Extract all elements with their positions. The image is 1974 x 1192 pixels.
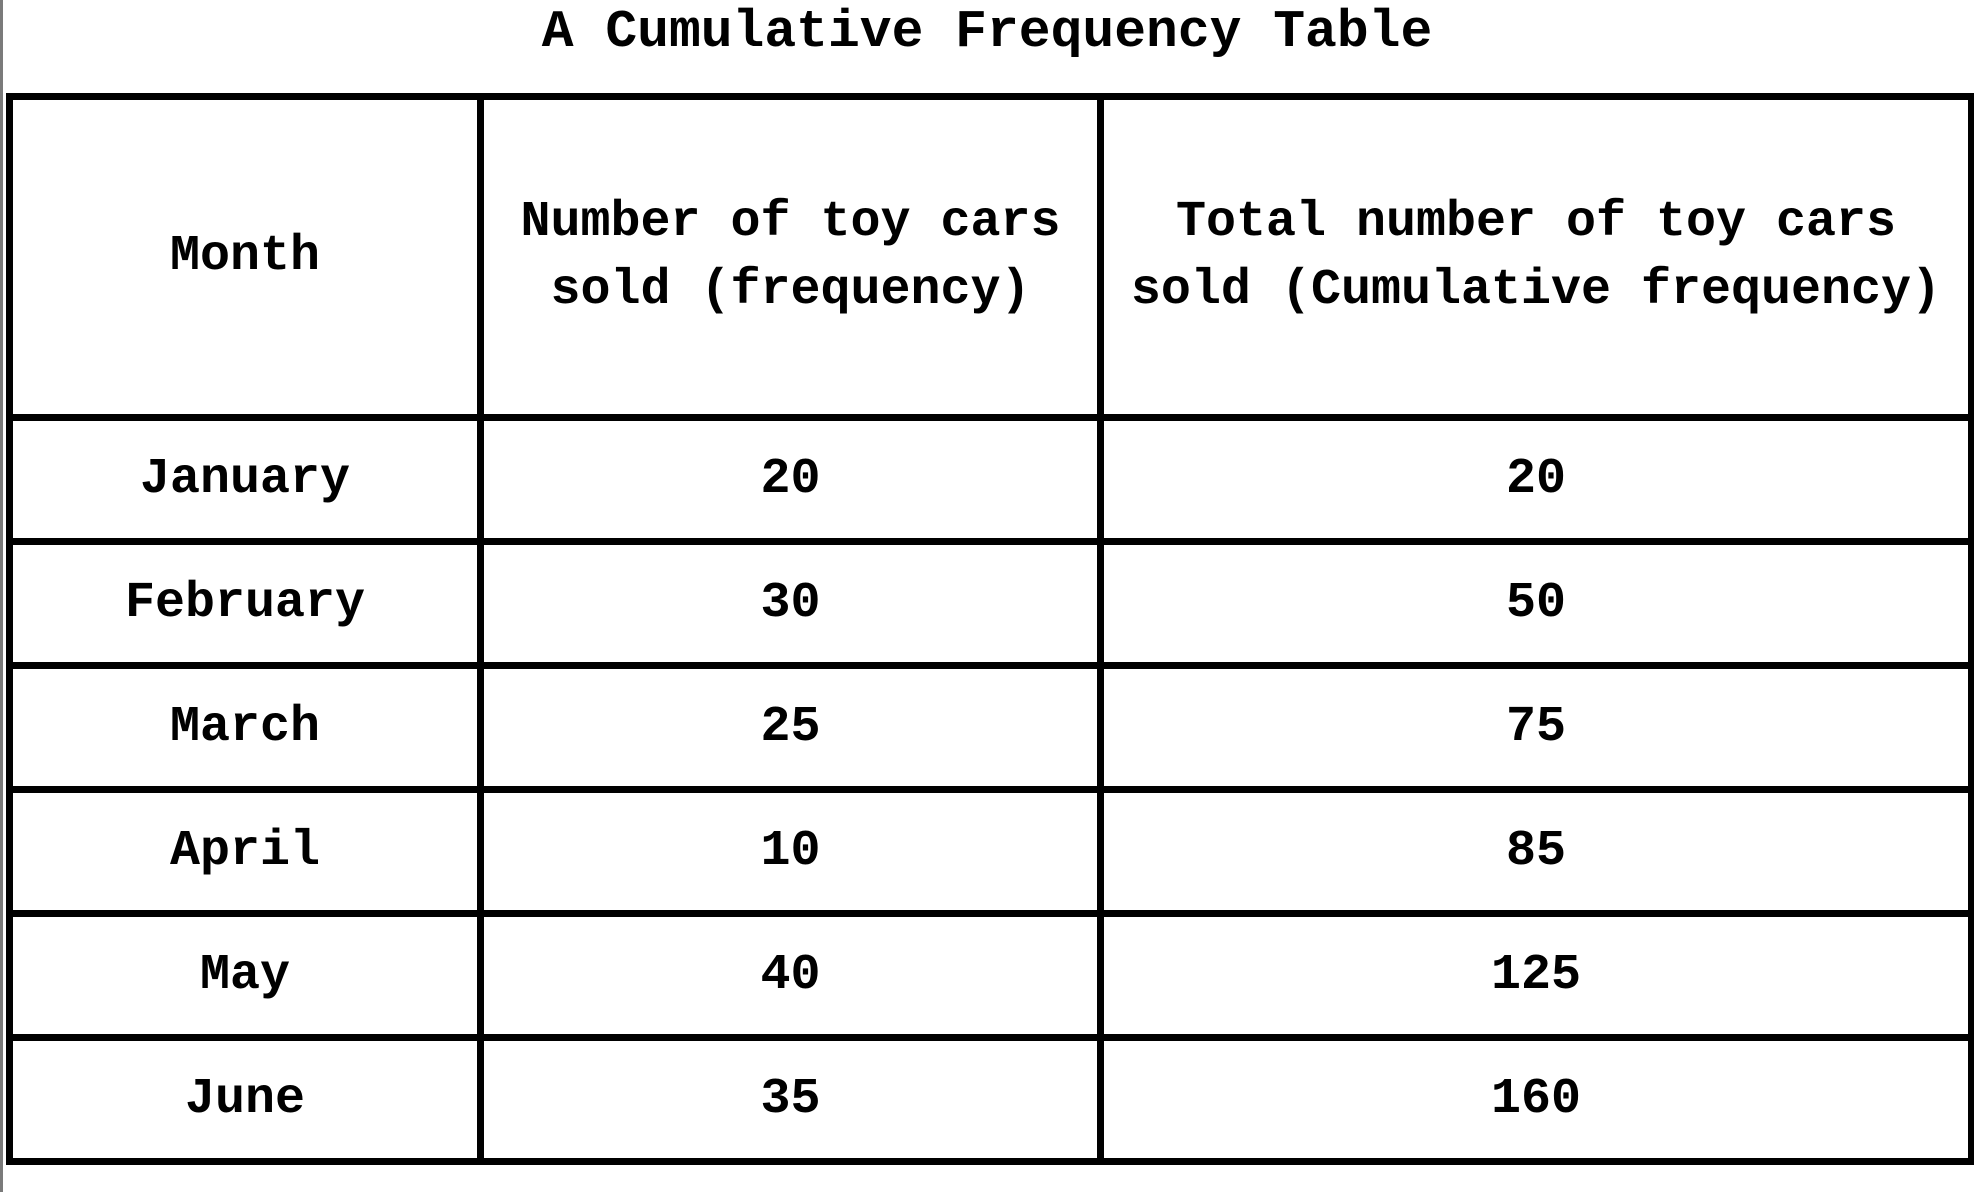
month-cell: April — [6, 786, 484, 917]
table-row: January 20 20 — [6, 414, 1974, 545]
month-cell: May — [6, 910, 484, 1041]
table-row: June 35 160 — [6, 1034, 1974, 1165]
cumulative-frequency-cell: 75 — [1097, 662, 1974, 793]
frequency-cell: 30 — [477, 538, 1104, 669]
month-cell: March — [6, 662, 484, 793]
cumulative-frequency-cell: 50 — [1097, 538, 1974, 669]
header-frequency: Number of toy cars sold (frequency) — [477, 93, 1104, 421]
table-row: February 30 50 — [6, 538, 1974, 669]
cumulative-frequency-cell: 85 — [1097, 786, 1974, 917]
table-header-row: Month Number of toy cars sold (frequency… — [6, 93, 1974, 421]
frequency-cell: 35 — [477, 1034, 1104, 1165]
left-border — [0, 0, 3, 1192]
cumulative-frequency-cell: 20 — [1097, 414, 1974, 545]
table-row: May 40 125 — [6, 910, 1974, 1041]
month-cell: June — [6, 1034, 484, 1165]
header-month: Month — [6, 93, 484, 421]
frequency-cell: 40 — [477, 910, 1104, 1041]
cumulative-frequency-table: Month Number of toy cars sold (frequency… — [6, 93, 1974, 1165]
table-row: March 25 75 — [6, 662, 1974, 793]
table-title: A Cumulative Frequency Table — [541, 2, 1433, 62]
frequency-cell: 10 — [477, 786, 1104, 917]
frequency-cell: 25 — [477, 662, 1104, 793]
cumulative-frequency-cell: 160 — [1097, 1034, 1974, 1165]
cumulative-frequency-cell: 125 — [1097, 910, 1974, 1041]
month-cell: January — [6, 414, 484, 545]
month-cell: February — [6, 538, 484, 669]
header-cumulative-frequency: Total number of toy cars sold (Cumulativ… — [1097, 93, 1974, 421]
table-row: April 10 85 — [6, 786, 1974, 917]
frequency-cell: 20 — [477, 414, 1104, 545]
